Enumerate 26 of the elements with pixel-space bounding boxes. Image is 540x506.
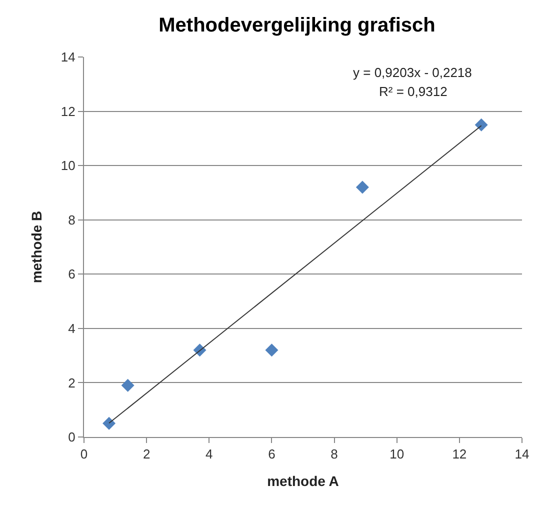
point bbox=[265, 344, 278, 357]
x-tick-label: 6 bbox=[268, 446, 276, 462]
point bbox=[102, 416, 116, 430]
x-tick-label: 8 bbox=[330, 446, 338, 462]
x-tick-label: 14 bbox=[514, 446, 530, 462]
annotation: R² = 0,9312 bbox=[379, 84, 448, 99]
annotation: y = 0,9203x - 0,2218 bbox=[353, 65, 472, 80]
x-tick-label: 0 bbox=[80, 446, 88, 462]
chart-title: Methodevergelijking grafisch bbox=[158, 14, 436, 37]
x-tick-label: 2 bbox=[142, 446, 150, 462]
x-tick-label: 4 bbox=[206, 446, 213, 462]
y-tick-label: 0 bbox=[68, 430, 76, 445]
y-tick-label: 14 bbox=[60, 50, 76, 65]
point bbox=[474, 118, 488, 132]
y-tick-label: 6 bbox=[68, 266, 76, 282]
y-axis-title: methode B bbox=[28, 210, 45, 284]
point bbox=[356, 180, 369, 194]
x-axis-title: methode A bbox=[267, 472, 339, 489]
y-tick-label: 10 bbox=[60, 158, 76, 174]
x-tick-label: 10 bbox=[390, 446, 404, 462]
point bbox=[121, 378, 134, 392]
y-tick-label: 12 bbox=[60, 104, 76, 119]
y-tick-label: 4 bbox=[68, 320, 76, 336]
x-tick-label: 12 bbox=[452, 446, 467, 462]
y-tick-label: 8 bbox=[68, 212, 76, 228]
y-tick-label: 2 bbox=[68, 375, 76, 390]
